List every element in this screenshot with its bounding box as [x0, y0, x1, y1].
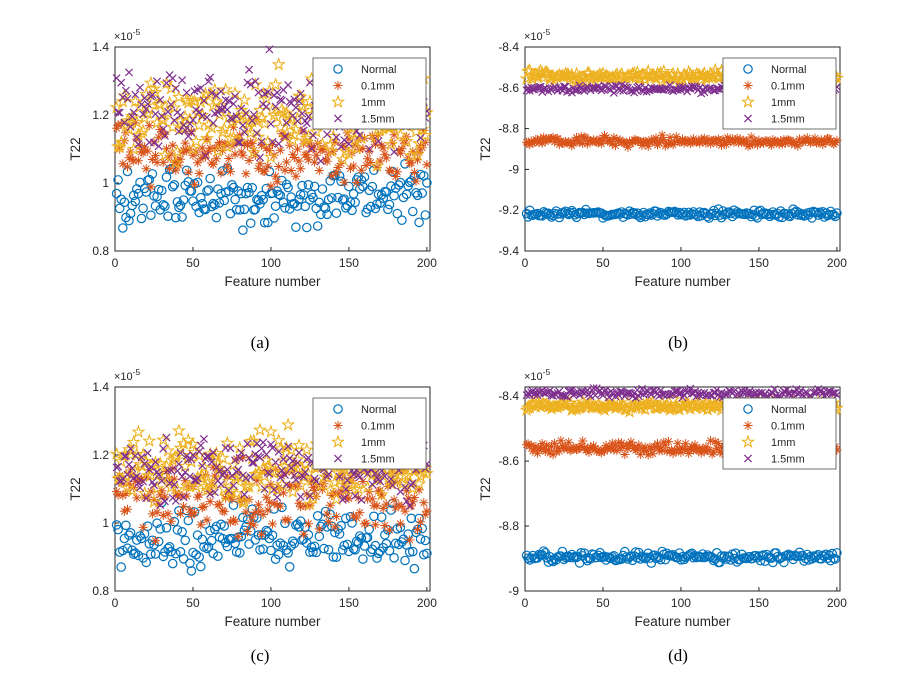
y-tick-label: -8.6: [498, 454, 519, 468]
y-tick-label: 1: [102, 516, 109, 530]
y-tick-label: -8.6: [498, 81, 519, 95]
legend-label: 0.1mm: [771, 421, 805, 433]
y-tick-label: 1.4: [92, 40, 109, 54]
legend-label: Normal: [361, 404, 396, 416]
subplot-c-caption: (c): [250, 646, 270, 665]
x-tick-label: 150: [339, 596, 359, 610]
x-axis-label: Feature number: [634, 614, 731, 629]
x-tick-label: 50: [596, 596, 610, 610]
y-tick-label: -9: [508, 584, 519, 598]
legend-label: Normal: [361, 64, 396, 76]
x-tick-label: 200: [417, 256, 437, 270]
legend-label: 0.1mm: [361, 421, 395, 433]
y-tick-label: -9.2: [498, 203, 519, 217]
y-tick-label: 0.8: [92, 584, 109, 598]
x-axis-label: Feature number: [634, 274, 731, 289]
y-tick-label: 1.4: [92, 380, 109, 394]
legend-label: 0.1mm: [361, 81, 395, 93]
y-axis-exponent: ×10-5: [114, 27, 141, 43]
subplot-d-plot: 0 50 100 150 200 -9 -8.8 -8.6 -8.4 ×10-5 Feature n…: [478, 367, 847, 629]
y-tick-label: 1: [102, 176, 109, 190]
x-tick-label: 150: [339, 256, 359, 270]
subplot-c: 0 50 100 150 200 0.8 1 1.2 1.4 ×10-5 Feature numbe…: [60, 360, 470, 660]
x-tick-label: 100: [261, 596, 281, 610]
x-tick-label: 50: [186, 596, 200, 610]
y-tick-label: -8.4: [498, 40, 519, 54]
legend: Normal 0.1mm 1mm 1.5mm: [722, 397, 837, 470]
x-tick-label: 50: [596, 256, 610, 270]
x-tick-label: 0: [112, 256, 119, 270]
subplot-a-plot: 0 50 100 150 200 0.8 1 1.2 1.4 ×10-5 Feature numbe…: [68, 27, 437, 289]
axes-box: [524, 46, 841, 252]
y-axis-label: T22: [478, 137, 493, 160]
x-tick-label: 200: [417, 596, 437, 610]
subplot-b-caption: (b): [668, 333, 688, 352]
x-tick-label: 100: [671, 596, 691, 610]
y-tick-label: -8.8: [498, 519, 519, 533]
y-axis-label: T22: [68, 137, 83, 160]
subplot-d: 0 50 100 150 200 -9 -8.8 -8.6 -8.4 ×10-5 Feature n…: [470, 360, 880, 660]
x-tick-label: 200: [827, 256, 847, 270]
x-tick-label: 100: [261, 256, 281, 270]
x-tick-label: 150: [749, 596, 769, 610]
legend-box: [312, 397, 427, 470]
subplot-d-caption: (d): [668, 646, 688, 665]
x-axis-label: Feature number: [224, 274, 321, 289]
legend-label: 1mm: [771, 437, 795, 449]
subplot-c-plot: 0 50 100 150 200 0.8 1 1.2 1.4 ×10-5 Feature numbe…: [68, 367, 437, 629]
y-axis-exponent: ×10-5: [114, 367, 141, 383]
series-Normal: [521, 204, 842, 223]
legend-label: Normal: [771, 404, 806, 416]
series-Normal: [111, 159, 432, 235]
legend-label: Normal: [771, 64, 806, 76]
y-tick-label: -9: [508, 162, 519, 176]
legend-label: 1.5mm: [771, 454, 805, 466]
legend: Normal 0.1mm 1mm 1.5mm: [722, 57, 837, 130]
axes-box: [114, 386, 431, 592]
x-tick-label: 0: [522, 596, 529, 610]
x-tick-label: 0: [522, 256, 529, 270]
subplot-a: 0 50 100 150 200 0.8 1 1.2 1.4 ×10-5 Feature numbe…: [60, 20, 470, 320]
legend-box: [722, 397, 837, 470]
y-tick-label: 1.2: [92, 108, 109, 122]
x-axis-label: Feature number: [224, 614, 321, 629]
y-tick-label: -8.4: [498, 389, 519, 403]
x-tick-label: 0: [112, 596, 119, 610]
legend-box: [312, 57, 427, 130]
series-0.1mm: [521, 130, 842, 153]
series-Normal: [521, 546, 842, 568]
y-tick-label: 0.8: [92, 244, 109, 258]
x-tick-label: 50: [186, 256, 200, 270]
y-tick-label: 1.2: [92, 448, 109, 462]
x-tick-label: 200: [827, 596, 847, 610]
x-tick-label: 100: [671, 256, 691, 270]
legend-label: 1mm: [361, 97, 385, 109]
legend-label: 1mm: [361, 437, 385, 449]
y-axis-label: T22: [68, 477, 83, 500]
legend-label: 1.5mm: [771, 114, 805, 126]
subplot-a-caption: (a): [250, 333, 270, 352]
legend-label: 0.1mm: [771, 81, 805, 93]
legend-box: [722, 57, 837, 130]
y-axis-exponent: ×10-5: [524, 367, 551, 383]
x-tick-label: 150: [749, 256, 769, 270]
y-tick-label: -8.8: [498, 122, 519, 136]
legend: Normal 0.1mm 1mm 1.5mm: [312, 397, 427, 470]
subplot-b-plot: 0 50 100 150 200 -9.4 -9.2 -9 -8.8 -8.6 -8.4 ×10-5 F…: [478, 27, 847, 289]
y-axis-label: T22: [478, 477, 493, 500]
legend-label: 1.5mm: [361, 454, 395, 466]
legend-label: 1.5mm: [361, 114, 395, 126]
y-tick-label: -9.4: [498, 244, 519, 258]
legend-label: 1mm: [771, 97, 795, 109]
legend: Normal 0.1mm 1mm 1.5mm: [312, 57, 427, 130]
subplot-b: 0 50 100 150 200 -9.4 -9.2 -9 -8.8 -8.6 -8.4 ×10-5 F…: [470, 20, 880, 320]
y-axis-exponent: ×10-5: [524, 27, 551, 43]
